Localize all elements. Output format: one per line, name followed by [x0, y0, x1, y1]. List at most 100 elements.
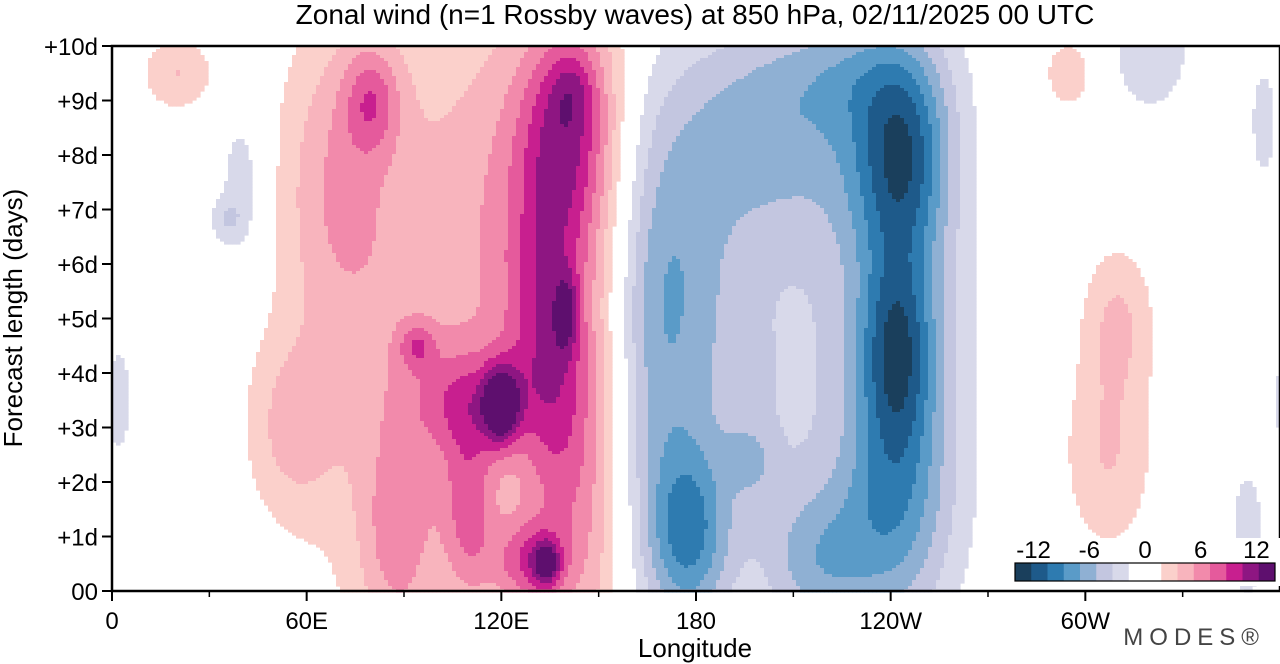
heatmap-cell	[280, 124, 285, 128]
heatmap-cell	[316, 220, 321, 224]
heatmap-cell	[220, 214, 225, 218]
heatmap-cell	[288, 370, 293, 374]
heatmap-cell	[232, 214, 237, 218]
heatmap-cell	[300, 409, 305, 413]
heatmap-cell	[312, 175, 317, 179]
heatmap-cell	[308, 181, 313, 185]
heatmap-cell	[276, 178, 281, 182]
heatmap-cell	[276, 262, 281, 266]
heatmap-cell	[288, 76, 293, 80]
heatmap-cell	[292, 412, 297, 416]
heatmap-cell	[112, 364, 117, 368]
heatmap-cell	[288, 118, 293, 122]
heatmap-cell	[176, 79, 181, 83]
heatmap-cell	[288, 325, 293, 329]
heatmap-cell	[256, 481, 261, 485]
heatmap-cell	[256, 451, 261, 455]
heatmap-cell	[308, 493, 313, 497]
heatmap-cell	[148, 79, 153, 83]
heatmap-cell	[220, 199, 225, 203]
heatmap-cell	[244, 196, 249, 200]
heatmap-cell	[316, 325, 321, 329]
heatmap-cell	[268, 490, 273, 494]
heatmap-cell	[116, 376, 121, 380]
heatmap-cell	[316, 136, 321, 140]
heatmap-cell	[124, 394, 129, 398]
heatmap-cell	[284, 175, 289, 179]
heatmap-cell	[296, 514, 301, 518]
heatmap-cell	[316, 445, 321, 449]
heatmap-cell	[320, 277, 325, 281]
heatmap-cell	[224, 184, 229, 188]
heatmap-cell	[284, 112, 289, 116]
heatmap-cell	[304, 496, 309, 500]
heatmap-cell	[292, 460, 297, 464]
heatmap-cell	[176, 70, 181, 74]
heatmap-cell	[268, 316, 273, 320]
heatmap-cell	[316, 67, 321, 71]
heatmap-cell	[232, 160, 237, 164]
heatmap-cell	[280, 289, 285, 293]
heatmap-cell	[316, 70, 321, 74]
heatmap-cell	[288, 202, 293, 206]
heatmap-cell	[260, 493, 265, 497]
heatmap-cell	[312, 280, 317, 284]
heatmap-cell	[312, 106, 317, 110]
heatmap-cell	[320, 202, 325, 206]
heatmap-cell	[296, 121, 301, 125]
heatmap-cell	[276, 322, 281, 326]
heatmap-cell	[112, 397, 117, 401]
heatmap-cell	[120, 400, 125, 404]
heatmap-cell	[308, 433, 313, 437]
heatmap-cell	[180, 67, 185, 71]
heatmap-cell	[184, 94, 189, 98]
heatmap-cell	[300, 235, 305, 239]
heatmap-cell	[312, 451, 317, 455]
heatmap-cell	[276, 376, 281, 380]
heatmap-cell	[268, 319, 273, 323]
heatmap-cell	[280, 115, 285, 119]
heatmap-cell	[300, 286, 305, 290]
heatmap-cell	[308, 226, 313, 230]
heatmap-cell	[304, 367, 309, 371]
heatmap-cell	[120, 358, 125, 362]
heatmap-cell	[312, 289, 317, 293]
heatmap-cell	[284, 169, 289, 173]
heatmap-cell	[272, 301, 277, 305]
heatmap-cell	[304, 280, 309, 284]
heatmap-cell	[304, 226, 309, 230]
heatmap-cell	[308, 373, 313, 377]
heatmap-cell	[168, 67, 173, 71]
heatmap-cell	[308, 58, 313, 62]
heatmap-cell	[248, 397, 253, 401]
heatmap-cell	[220, 238, 225, 242]
heatmap-cell	[292, 517, 297, 521]
heatmap-cell	[300, 106, 305, 110]
heatmap-cell	[304, 373, 309, 377]
heatmap-cell	[304, 271, 309, 275]
heatmap-cell	[168, 94, 173, 98]
heatmap-cell	[276, 328, 281, 332]
heatmap-cell	[288, 148, 293, 152]
heatmap-cell	[276, 460, 281, 464]
heatmap-cell	[304, 454, 309, 458]
heatmap-cell	[300, 517, 305, 521]
heatmap-cell	[280, 250, 285, 254]
heatmap-cell	[288, 433, 293, 437]
heatmap-cell	[244, 208, 249, 212]
heatmap-cell	[268, 424, 273, 428]
heatmap-cell	[268, 493, 273, 497]
heatmap-cell	[232, 199, 237, 203]
heatmap-cell	[304, 397, 309, 401]
heatmap-cell	[292, 82, 297, 86]
heatmap-cell	[320, 193, 325, 197]
heatmap-cell	[264, 481, 269, 485]
heatmap-cell	[304, 253, 309, 257]
heatmap-cell	[296, 127, 301, 131]
heatmap-cell	[224, 235, 229, 239]
heatmap-cell	[296, 46, 301, 50]
heatmap-cell	[276, 508, 281, 512]
heatmap-cell	[300, 451, 305, 455]
heatmap-cell	[288, 388, 293, 392]
heatmap-cell	[240, 214, 245, 218]
